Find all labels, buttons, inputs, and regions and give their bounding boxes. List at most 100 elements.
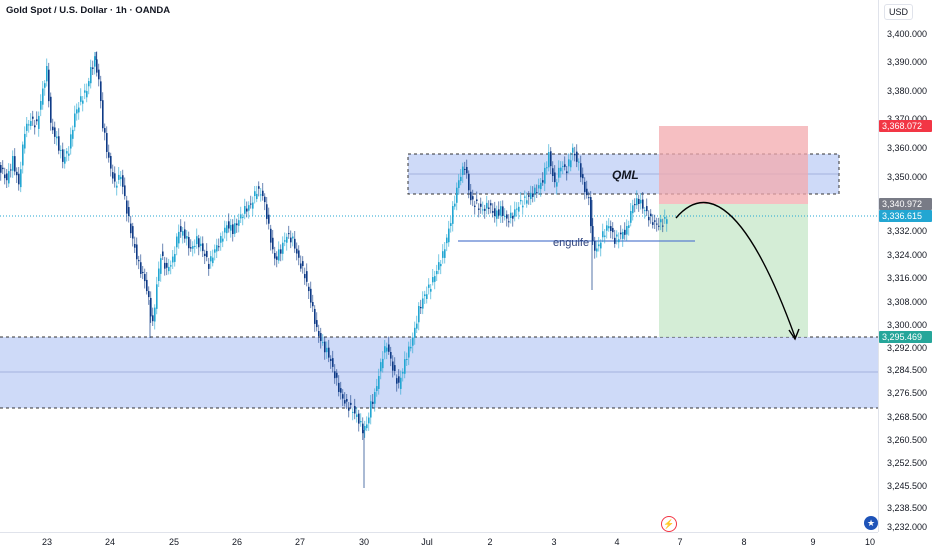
candle-body [272, 237, 274, 250]
candle-body [276, 256, 278, 260]
candle-body [490, 203, 492, 206]
symbol-title[interactable]: Gold Spot / U.S. Dollar · 1h · OANDA [6, 5, 171, 16]
candle-body [566, 171, 568, 174]
candle-body [578, 161, 580, 163]
currency-button[interactable]: USD [884, 4, 914, 20]
take-profit-area[interactable] [659, 204, 808, 337]
candle-body [322, 342, 324, 344]
candle-body [482, 209, 484, 211]
candle-body [406, 358, 408, 360]
candle-body [476, 199, 478, 202]
candle-body [154, 307, 156, 322]
candle-body [652, 222, 654, 225]
candle-body [658, 225, 660, 227]
candle-body [144, 274, 146, 282]
us-flag-icon[interactable]: ★ [864, 516, 878, 530]
candle-body [160, 258, 162, 274]
candle-body [86, 91, 88, 98]
candle-body [628, 225, 630, 228]
candle-body [468, 173, 470, 191]
candle-body [90, 67, 92, 84]
demand-zone[interactable] [0, 337, 878, 408]
candle-body [538, 185, 540, 189]
candle-body [264, 196, 266, 203]
candle-body [380, 362, 382, 372]
candle-body [480, 203, 482, 207]
candle-body [428, 284, 430, 288]
candle-body [494, 208, 496, 217]
candle-body [302, 261, 304, 267]
time-axis[interactable]: 23 24 25 26 27 30 Jul 2 3 4 7 8 9 10 [0, 532, 878, 551]
candle-body [576, 151, 578, 162]
candle-body [168, 266, 170, 272]
candle-body [372, 401, 374, 404]
price-tick-label: 3,316.000 [887, 273, 928, 283]
projection-arrow[interactable] [675, 201, 796, 338]
price-tick-label: 3,400.000 [887, 29, 928, 39]
price-tick-label: 3,276.500 [887, 388, 928, 398]
candle-body [346, 399, 348, 402]
candle-body [556, 182, 558, 187]
candle-body [502, 206, 504, 216]
candle-body [134, 243, 136, 248]
candle-body [290, 237, 292, 243]
candle-body [644, 210, 646, 212]
candle-body [270, 228, 272, 243]
candle-body [374, 392, 376, 404]
candle-body [574, 153, 576, 156]
candle-body [370, 401, 372, 418]
candle-body [292, 236, 294, 239]
candle-body [378, 376, 380, 389]
candle-body [38, 115, 40, 129]
candle-body [6, 173, 8, 181]
time-tick-label: 3 [551, 537, 557, 547]
candle-body [486, 202, 488, 209]
candle-body [96, 59, 98, 73]
candle-body [178, 231, 180, 244]
candle-body [280, 249, 282, 254]
candle-body [434, 276, 436, 282]
price-tick-label: 3,238.500 [887, 503, 928, 513]
candle-body [534, 187, 536, 194]
candle-body [448, 228, 450, 243]
price-tick-label: 3,268.500 [887, 412, 928, 422]
price-chart[interactable]: QML engulfe [0, 0, 878, 532]
candle-body [592, 226, 594, 242]
candle-body [588, 197, 590, 199]
chart-area[interactable]: QML engulfe Gold Spot / U.S. Dollar · 1h… [0, 0, 878, 532]
candle-body [520, 199, 522, 202]
time-tick-label: 8 [741, 537, 747, 547]
candle-body [528, 195, 530, 197]
candle-body [60, 149, 62, 151]
lightning-icon[interactable]: ⚡ [661, 516, 677, 532]
candle-body [404, 359, 406, 374]
candle-body [422, 298, 424, 309]
price-tick-label: 3,380.000 [887, 86, 928, 96]
candle-body [244, 206, 246, 214]
candle-body [170, 265, 172, 267]
price-tick-label: 3,245.500 [887, 481, 928, 491]
candle-body [138, 260, 140, 262]
candle-body [488, 207, 490, 209]
candle-body [284, 240, 286, 242]
candle-body [204, 253, 206, 257]
price-badge: 3,340.972 [879, 198, 932, 210]
candle-body [18, 173, 20, 185]
price-badge: 3,295.469 [879, 331, 932, 343]
candle-body [634, 204, 636, 206]
candle-body [310, 288, 312, 303]
candle-body [240, 214, 242, 219]
candle-body [34, 125, 36, 128]
candle-body [650, 213, 652, 217]
candle-body [664, 217, 666, 219]
candle-body [600, 242, 602, 249]
candle-body [278, 249, 280, 261]
candle-body [414, 327, 416, 338]
candle-body [304, 273, 306, 279]
candle-body [602, 231, 604, 238]
candle-body [40, 101, 42, 110]
candle-body [360, 421, 362, 423]
price-axis[interactable]: 3,400.000 3,390.000 3,380.000 3,370.000 3,36… [878, 0, 932, 532]
stop-loss-area[interactable] [659, 126, 808, 204]
candle-body [522, 205, 524, 208]
